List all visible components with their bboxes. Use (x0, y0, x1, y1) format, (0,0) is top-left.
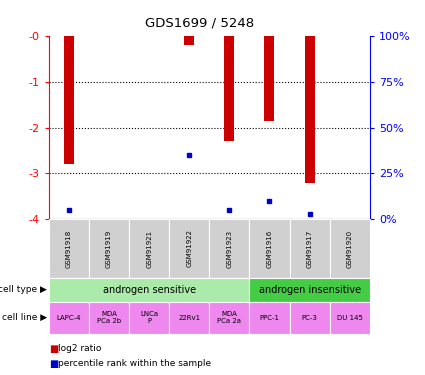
Text: GSM91916: GSM91916 (266, 229, 272, 268)
Text: LAPC-4: LAPC-4 (57, 315, 81, 321)
Bar (184, 36, 194, 45)
Text: DU 145: DU 145 (337, 315, 363, 321)
Text: 22Rv1: 22Rv1 (178, 315, 200, 321)
Text: GSM91918: GSM91918 (66, 229, 72, 268)
Text: log2 ratio: log2 ratio (58, 344, 102, 353)
Text: GSM91922: GSM91922 (186, 230, 192, 267)
Bar (305, 36, 314, 183)
Text: percentile rank within the sample: percentile rank within the sample (58, 359, 211, 368)
Text: androgen sensitive: androgen sensitive (102, 285, 196, 295)
Bar (64, 36, 74, 164)
Text: MDA
PCa 2b: MDA PCa 2b (97, 311, 121, 324)
Bar (264, 36, 275, 121)
Text: GSM91921: GSM91921 (146, 230, 152, 267)
Text: GSM91919: GSM91919 (106, 229, 112, 268)
Text: ■: ■ (49, 344, 58, 354)
Text: GSM91923: GSM91923 (227, 230, 232, 267)
Text: ■: ■ (49, 359, 58, 369)
Text: GDS1699 / 5248: GDS1699 / 5248 (145, 17, 254, 30)
Text: androgen insensitive: androgen insensitive (258, 285, 361, 295)
Bar (224, 36, 234, 141)
Text: cell line ▶: cell line ▶ (2, 314, 47, 322)
Text: PPC-1: PPC-1 (260, 315, 280, 321)
Text: cell type ▶: cell type ▶ (0, 285, 47, 294)
Text: GSM91920: GSM91920 (347, 230, 353, 267)
Text: GSM91917: GSM91917 (306, 229, 312, 268)
Text: PC-3: PC-3 (302, 315, 317, 321)
Text: MDA
PCa 2a: MDA PCa 2a (217, 311, 241, 324)
Text: LNCa
P: LNCa P (140, 311, 158, 324)
